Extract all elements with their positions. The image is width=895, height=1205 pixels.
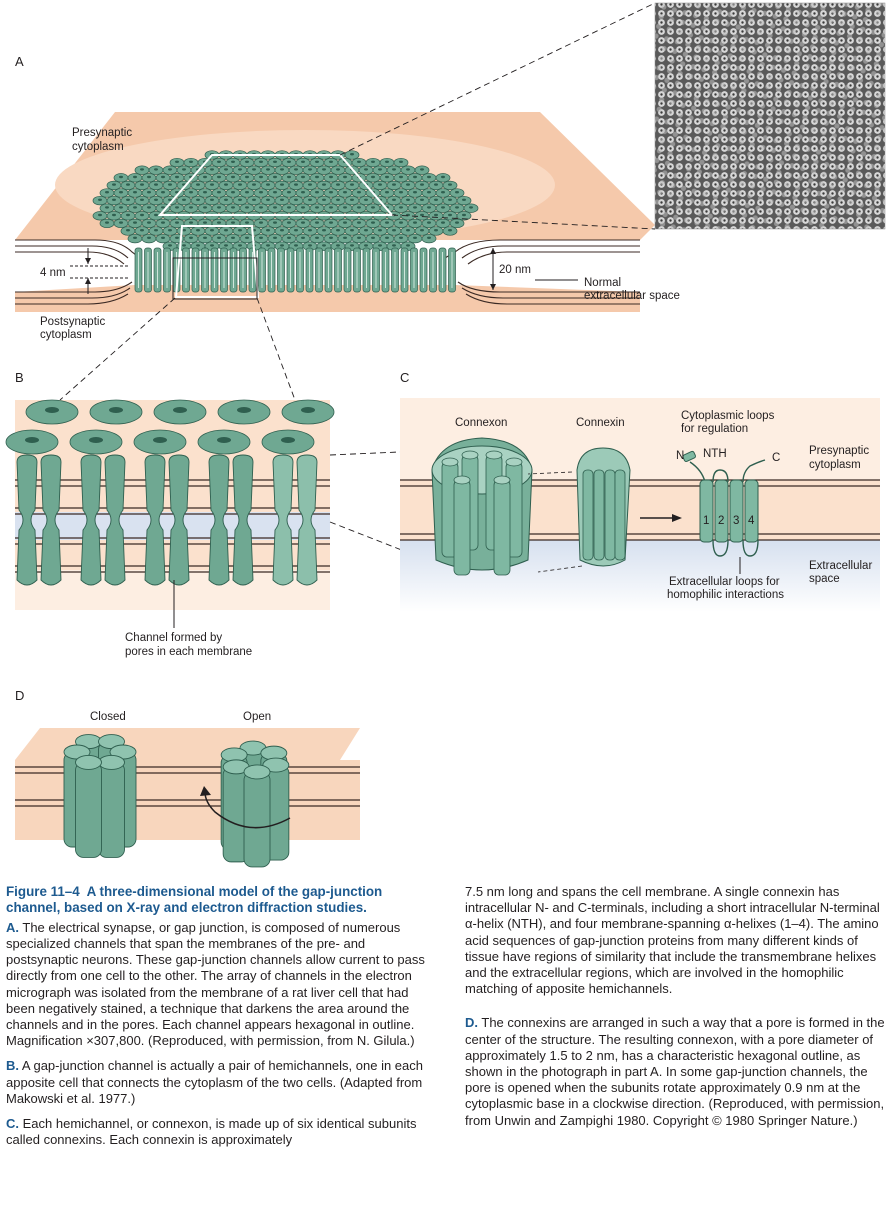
figure-number: Figure 11–4 <box>6 884 80 899</box>
figure-artwork: Presynaptic cytoplasm 4 nm 20 nm Normal … <box>5 2 886 868</box>
c-terminal-label: C <box>772 452 780 464</box>
closed-connexon <box>63 734 137 858</box>
channel-region-box <box>174 225 260 298</box>
caption-para-c2: 7.5 nm long and spans the cell membrane.… <box>465 884 880 997</box>
n-terminal-label: N <box>676 450 684 462</box>
caption-para-c1: C. Each hemichannel, or connexon, is mad… <box>6 1116 417 1148</box>
channel-row <box>134 247 456 293</box>
c-presynaptic-label-2: cytoplasm <box>809 459 861 471</box>
connexin-drawing <box>576 447 631 567</box>
c-extracellular-label-1: Extracellular <box>809 560 872 572</box>
connexin-topology <box>682 450 766 574</box>
panel-letter-c: C <box>400 370 410 385</box>
panel-d: Closed Open <box>15 711 360 868</box>
closed-label: Closed <box>90 711 126 723</box>
helix-2-label: 2 <box>718 515 724 527</box>
figure-title-text: A three-dimensional model of the gap-jun… <box>6 884 383 916</box>
panel-letter-b: B <box>15 370 24 385</box>
panel-a: Presynaptic cytoplasm 4 nm 20 nm Normal … <box>15 2 886 401</box>
channel-label-2: pores in each membrane <box>125 646 252 658</box>
normal-space-label-1: Normal <box>584 277 621 289</box>
postsynaptic-label-2: cytoplasm <box>40 329 92 341</box>
extra-loops-label-1: Extracellular loops for <box>669 576 780 588</box>
helix-1-label: 1 <box>703 515 709 527</box>
lower-membrane-lines <box>15 281 640 305</box>
upper-membrane-lines <box>15 239 141 265</box>
c-extracellular-label-2: space <box>809 573 840 585</box>
c-presynaptic-label-1: Presynaptic <box>809 445 869 457</box>
channel-cluster <box>92 150 479 251</box>
normal-space-label-2: extracellular space <box>584 290 680 302</box>
caption-para-d: D. The connexins are arranged in such a … <box>465 1015 885 1128</box>
b-channels <box>16 454 318 586</box>
caption-left-column: Figure 11–4 A three-dimensional model of… <box>6 884 434 1157</box>
presynaptic-label-2: cytoplasm <box>72 141 124 153</box>
panel-letter-a: A <box>15 54 24 69</box>
figure-title: Figure 11–4 A three-dimensional model of… <box>6 884 434 917</box>
connexin-label: Connexin <box>576 417 625 429</box>
panel-b: Channel formed by pores in each membrane <box>5 399 561 658</box>
channel-region-box-lower <box>172 257 258 300</box>
connexon-label: Connexon <box>455 417 507 429</box>
normal-width-label: 20 nm <box>499 264 531 276</box>
panel-c: Connexon Connexin Cytoplasmic loops for … <box>400 398 880 612</box>
b-channel-tops <box>5 399 335 455</box>
channel-label-1: Channel formed by <box>125 632 222 644</box>
helix-3-label: 3 <box>733 515 739 527</box>
gap-width-label: 4 nm <box>40 267 66 279</box>
panel-letter-d: D <box>15 688 25 703</box>
connexon-drawing <box>431 437 533 576</box>
helix-4-label: 4 <box>748 515 755 527</box>
extra-loops-label-2: homophilic interactions <box>667 589 784 601</box>
postsynaptic-membrane <box>15 285 640 312</box>
open-connexon <box>220 740 290 868</box>
postsynaptic-label-1: Postsynaptic <box>40 316 105 328</box>
open-label: Open <box>243 711 271 723</box>
presynaptic-label-1: Presynaptic <box>72 127 132 139</box>
cyto-loops-label-1: Cytoplasmic loops <box>681 410 775 422</box>
caption-para-a: A. The electrical synapse, or gap juncti… <box>6 919 425 1049</box>
cyto-loops-label-2: for regulation <box>681 423 748 435</box>
caption-para-b: B. A gap-junction channel is actually a … <box>6 1058 423 1106</box>
caption-right-column: 7.5 nm long and spans the cell membrane.… <box>465 884 889 1138</box>
upper-membrane-lines-right <box>444 239 640 265</box>
rotation-arrow <box>204 791 291 829</box>
nth-label: NTH <box>703 448 727 460</box>
